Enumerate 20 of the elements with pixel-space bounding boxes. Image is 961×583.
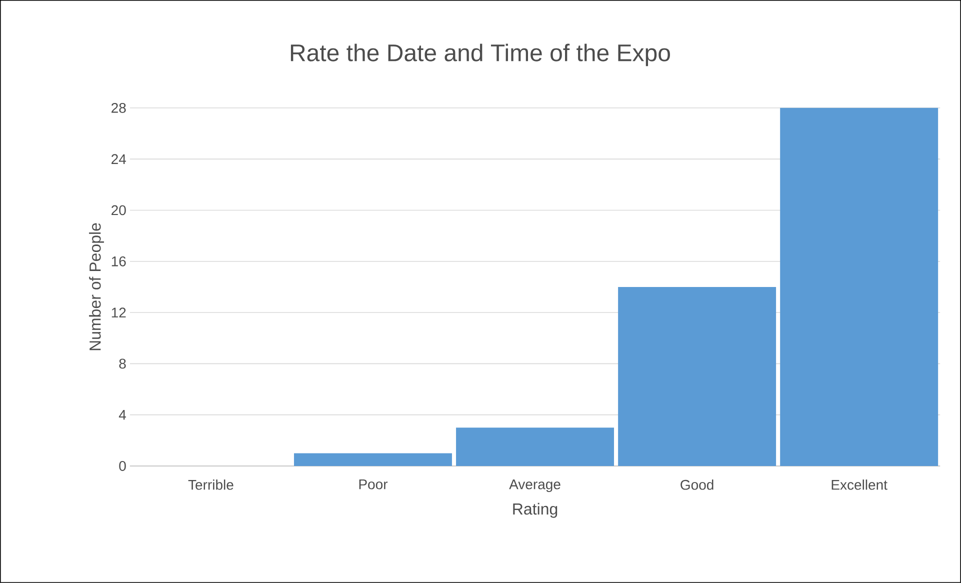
y-tick-label: 0 <box>119 461 126 471</box>
y-tick-label: 24 <box>112 154 126 164</box>
y-tick-label: 4 <box>118 410 126 420</box>
x-tick-label: Average <box>509 480 560 492</box>
bar <box>618 286 776 466</box>
bar <box>294 453 452 466</box>
x-axis-title: Rating <box>513 502 558 518</box>
y-axis-title: Number of People <box>89 223 104 350</box>
bar <box>780 108 938 466</box>
y-tick-label: 20 <box>112 205 126 216</box>
x-tick-label: Poor <box>359 480 388 490</box>
x-tick-label: Terrible <box>188 480 234 490</box>
y-tick-label: 28 <box>112 102 126 113</box>
x-tick-label: Excellent <box>832 480 888 490</box>
y-tick-label: 12 <box>112 308 126 318</box>
chart-title: Rate the Date and Time of the Expo <box>290 44 670 66</box>
bar <box>456 428 614 466</box>
y-tick-label: 16 <box>112 256 126 266</box>
y-tick-label: 8 <box>119 358 126 369</box>
x-tick-label: Good <box>680 480 714 490</box>
